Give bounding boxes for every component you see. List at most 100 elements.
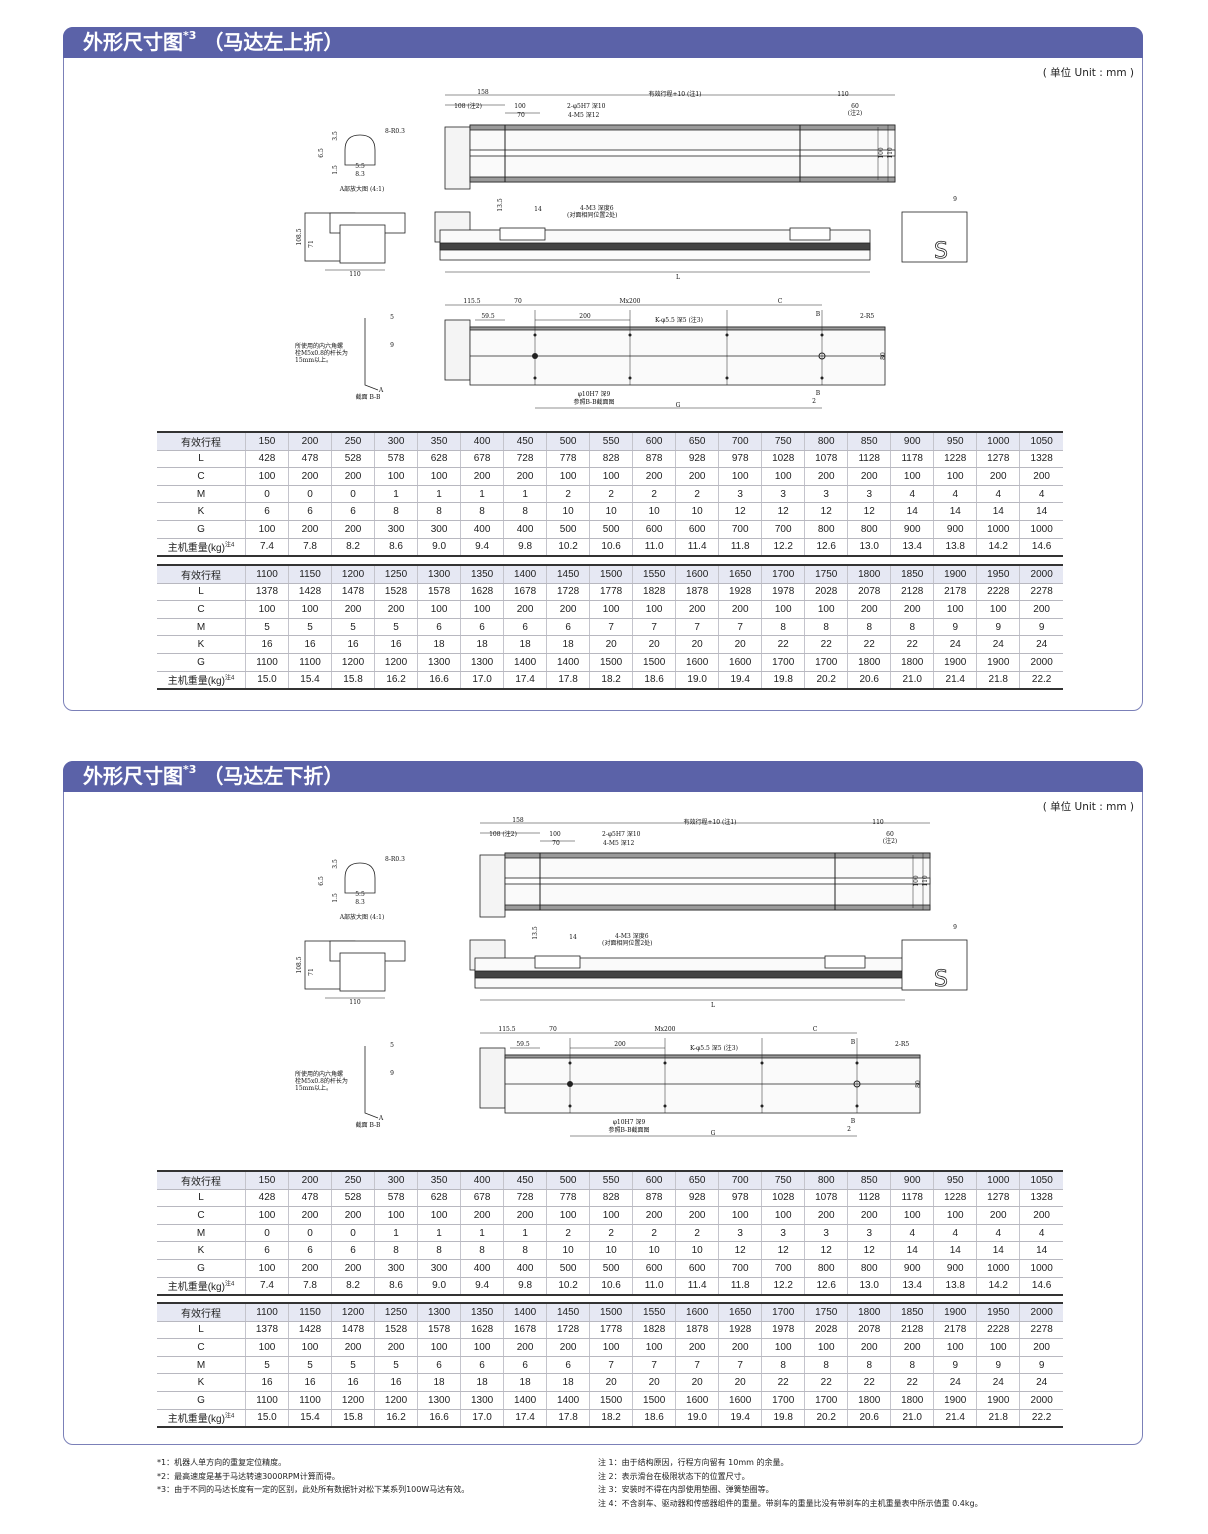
row-header: K bbox=[157, 1373, 246, 1392]
table-cell: 8.6 bbox=[374, 538, 419, 558]
motor-block bbox=[444, 319, 471, 381]
table-cell: 2 bbox=[675, 1224, 720, 1243]
table-cell: 900 bbox=[890, 520, 935, 539]
rail-band bbox=[504, 1054, 921, 1059]
row-label: M bbox=[196, 1359, 206, 1371]
table-cell: 18 bbox=[417, 1373, 462, 1392]
table-cell: 1800 bbox=[847, 653, 892, 672]
table-cell: 528 bbox=[331, 1189, 376, 1208]
table-cell: 6 bbox=[331, 1241, 376, 1260]
row-header: K bbox=[157, 635, 246, 654]
dimension-label: (对面相同位置2处) bbox=[567, 211, 618, 219]
dimension-label: 9 bbox=[953, 196, 957, 203]
row-label: G bbox=[197, 523, 205, 535]
table-cell: 100 bbox=[546, 1206, 591, 1225]
hole bbox=[663, 1061, 667, 1065]
table-cell: 100 bbox=[804, 1338, 849, 1357]
table-cell: 900 bbox=[933, 1259, 978, 1278]
dimension-label: 栓M5x0.8的杆长为 bbox=[295, 1077, 348, 1085]
dimension-label: 6.5 bbox=[318, 148, 325, 158]
table-cell: 200 bbox=[503, 1338, 548, 1357]
table-cell: 14 bbox=[1019, 1241, 1063, 1260]
table-cell: 9 bbox=[976, 1356, 1021, 1375]
dimension-label: 2-φ5H7 深10 bbox=[602, 830, 641, 838]
table-cell: 11.4 bbox=[675, 1277, 720, 1297]
table-cell: 100 bbox=[890, 1206, 935, 1225]
table-cell: 2278 bbox=[1019, 1321, 1063, 1340]
table-cell: 16 bbox=[245, 635, 290, 654]
table-cell: 16 bbox=[331, 1373, 376, 1392]
table-cell: 200 bbox=[460, 467, 505, 486]
dimension-label: 8-R0.3 bbox=[385, 128, 405, 135]
table-cell: 0 bbox=[288, 1224, 333, 1243]
table-cell: 8 bbox=[847, 1356, 892, 1375]
table-cell: 100 bbox=[933, 1206, 978, 1225]
center-slot bbox=[469, 149, 896, 157]
table-cell: 100 bbox=[374, 467, 419, 486]
hole bbox=[663, 1104, 667, 1108]
table-cell: 1250 bbox=[374, 563, 419, 584]
table-cell: 850 bbox=[847, 1169, 892, 1190]
table-cell: 100 bbox=[933, 467, 978, 486]
dimension-label: 15mm以上。 bbox=[295, 1084, 332, 1092]
table-cell: 21.4 bbox=[933, 1409, 978, 1429]
table-row: 有效行程 150 200 250 300 350 400 450 500 550 600 650 700… bbox=[157, 1169, 1063, 1190]
table-cell: 2000 bbox=[1019, 1301, 1063, 1322]
table-cell: 12 bbox=[718, 502, 763, 521]
table-cell: 200 bbox=[847, 467, 892, 486]
table-cell: 300 bbox=[417, 520, 462, 539]
row-header: G bbox=[157, 653, 246, 672]
table-cell: 12 bbox=[847, 502, 892, 521]
table-cell: 21.4 bbox=[933, 671, 978, 691]
table-cell: 928 bbox=[675, 1189, 720, 1208]
dimension-drawing: 158 有效行程+10 (注1) 110 108 (注2) 100 70 2-φ5H7 深1… bbox=[295, 817, 968, 1137]
table-cell: 100 bbox=[417, 1338, 462, 1357]
dimension-label: 栓M5x0.8的杆长为 bbox=[295, 349, 348, 357]
row-label: C bbox=[197, 603, 205, 615]
dimension-label: K-φ5.5 深5 (注3) bbox=[655, 316, 703, 324]
table-cell: 19.4 bbox=[718, 671, 763, 691]
dimension-label: 2-R5 bbox=[895, 1041, 909, 1048]
row-label: M bbox=[196, 621, 206, 633]
table-cell: 1300 bbox=[417, 563, 462, 584]
table-cell: 200 bbox=[847, 600, 892, 619]
table-cell: 7 bbox=[632, 618, 677, 637]
table-cell: 1028 bbox=[761, 1189, 806, 1208]
dimension-label: 4-M5 深12 bbox=[568, 111, 600, 119]
table-cell: 1428 bbox=[288, 583, 333, 602]
table-cell: 1228 bbox=[933, 450, 978, 469]
dimension-label: 4-M3 深度6 bbox=[615, 932, 649, 940]
table-cell: 100 bbox=[761, 1206, 806, 1225]
table-cell: 9.4 bbox=[460, 1277, 505, 1297]
table-cell: 1878 bbox=[675, 1321, 720, 1340]
table-cell: 100 bbox=[460, 600, 505, 619]
table-cell: 1428 bbox=[288, 1321, 333, 1340]
table-cell: 24 bbox=[976, 635, 1021, 654]
table-cell: 600 bbox=[632, 430, 677, 451]
table-cell: 100 bbox=[976, 1338, 1021, 1357]
hole bbox=[533, 376, 537, 380]
table-cell: 8 bbox=[417, 1241, 462, 1260]
table-cell: 400 bbox=[503, 1259, 548, 1278]
table-cell: 750 bbox=[761, 430, 806, 451]
table-cell: 1800 bbox=[890, 653, 935, 672]
hole bbox=[725, 376, 729, 380]
table-cell: 1 bbox=[417, 485, 462, 504]
table-cell: 1150 bbox=[288, 563, 333, 584]
table-cell: 7.8 bbox=[288, 538, 333, 558]
table-cell: 20 bbox=[589, 635, 634, 654]
table-cell: 2278 bbox=[1019, 583, 1063, 602]
table-cell: 800 bbox=[847, 1259, 892, 1278]
table-cell: 350 bbox=[417, 1169, 462, 1190]
table-cell: 100 bbox=[761, 1338, 806, 1357]
table-cell: 450 bbox=[503, 430, 548, 451]
row-header: G bbox=[157, 520, 246, 539]
table-row: G 100 200 200 300 300 400 400 500 500 600 600 700 700… bbox=[157, 520, 1063, 539]
rail-band bbox=[504, 852, 931, 859]
table-cell: 18 bbox=[460, 1373, 505, 1392]
table-cell: 5 bbox=[288, 618, 333, 637]
table-cell: 7.8 bbox=[288, 1277, 333, 1297]
row-label: 主机重量(kg) bbox=[167, 1282, 225, 1294]
table-cell: 15.8 bbox=[331, 671, 376, 691]
